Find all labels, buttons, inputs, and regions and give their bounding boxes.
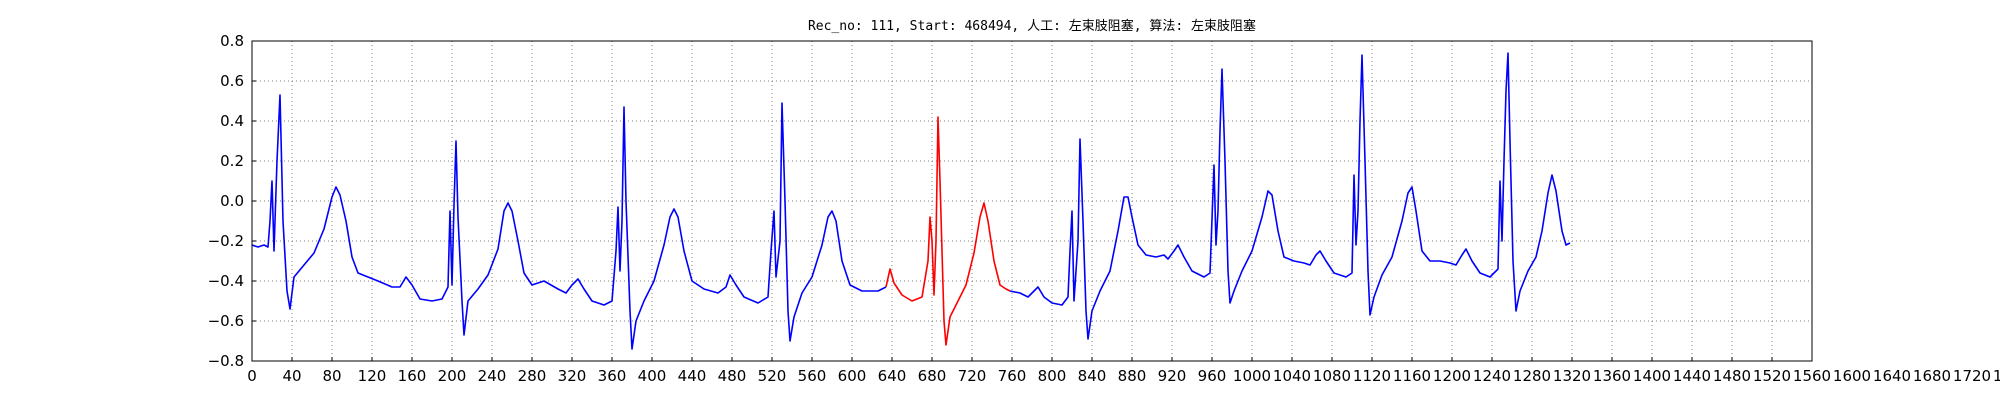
- x-tick-label: 920: [1158, 367, 1187, 385]
- x-tick-label: 800: [1038, 367, 1067, 385]
- x-tick-label: 680: [918, 367, 947, 385]
- x-tick-label: 1520: [1753, 367, 1791, 385]
- x-tick-label: 240: [478, 367, 507, 385]
- series-line-2: [885, 116, 1011, 346]
- y-tick-label: −0.2: [208, 232, 244, 250]
- x-tick-label: 480: [718, 367, 747, 385]
- x-tick-label: 280: [518, 367, 547, 385]
- y-tick-label: 0.6: [220, 72, 244, 90]
- x-tick-label: 560: [798, 367, 827, 385]
- x-tick-label: 760: [998, 367, 1027, 385]
- x-axis-ticks: 0 40 80 120 160 200 240 280 320 360 400 440 480 520 56…: [247, 357, 2000, 385]
- chart-title: Rec_no: 111, Start: 468494, 人工: 左束肢阻塞, 算…: [808, 18, 1256, 34]
- series-group: [251, 52, 1571, 350]
- series-line-1: [251, 94, 887, 350]
- x-tick-label: 80: [322, 367, 341, 385]
- x-tick-label: 720: [958, 367, 987, 385]
- x-tick-label: 1560: [1793, 367, 1831, 385]
- x-tick-label: 1080: [1313, 367, 1351, 385]
- y-tick-label: 0.0: [220, 192, 244, 210]
- x-tick-label: 440: [678, 367, 707, 385]
- y-tick-label: 0.4: [220, 112, 244, 130]
- series-line-3: [1009, 52, 1571, 340]
- x-tick-label: 1600: [1833, 367, 1871, 385]
- x-tick-label: 1760: [1993, 367, 2000, 385]
- x-tick-label: 600: [838, 367, 867, 385]
- x-tick-label: 1200: [1433, 367, 1471, 385]
- y-tick-label: 0.2: [220, 152, 244, 170]
- x-tick-label: 640: [878, 367, 907, 385]
- x-tick-label: 1040: [1273, 367, 1311, 385]
- x-tick-label: 1480: [1713, 367, 1751, 385]
- x-tick-label: 1400: [1633, 367, 1671, 385]
- x-tick-label: 400: [638, 367, 667, 385]
- y-tick-label: −0.4: [208, 272, 244, 290]
- grid: [252, 41, 1812, 361]
- x-tick-label: 840: [1078, 367, 1107, 385]
- x-tick-label: 160: [398, 367, 427, 385]
- x-tick-label: 1720: [1953, 367, 1991, 385]
- x-tick-label: 320: [558, 367, 587, 385]
- y-axis-ticks: 0.8 0.6 0.4 0.2 0.0 −0.2 −0.4 −0.6 −0.8: [208, 32, 256, 370]
- x-tick-label: 960: [1198, 367, 1227, 385]
- x-tick-label: 360: [598, 367, 627, 385]
- x-tick-label: 1240: [1473, 367, 1511, 385]
- y-tick-label: −0.6: [208, 312, 244, 330]
- x-tick-label: 1360: [1593, 367, 1631, 385]
- x-tick-label: 880: [1118, 367, 1147, 385]
- y-tick-label: 0.8: [220, 32, 244, 50]
- x-tick-label: 1640: [1873, 367, 1911, 385]
- x-tick-label: 1280: [1513, 367, 1551, 385]
- x-tick-label: 1000: [1233, 367, 1271, 385]
- x-tick-label: 200: [438, 367, 467, 385]
- x-tick-label: 1680: [1913, 367, 1951, 385]
- x-tick-label: 1440: [1673, 367, 1711, 385]
- x-tick-label: 40: [282, 367, 301, 385]
- x-tick-label: 1120: [1353, 367, 1391, 385]
- x-tick-label: 1320: [1553, 367, 1591, 385]
- x-tick-label: 520: [758, 367, 787, 385]
- y-tick-label: −0.8: [208, 352, 244, 370]
- x-tick-label: 1160: [1393, 367, 1431, 385]
- x-tick-label: 0: [247, 367, 257, 385]
- x-tick-label: 120: [358, 367, 387, 385]
